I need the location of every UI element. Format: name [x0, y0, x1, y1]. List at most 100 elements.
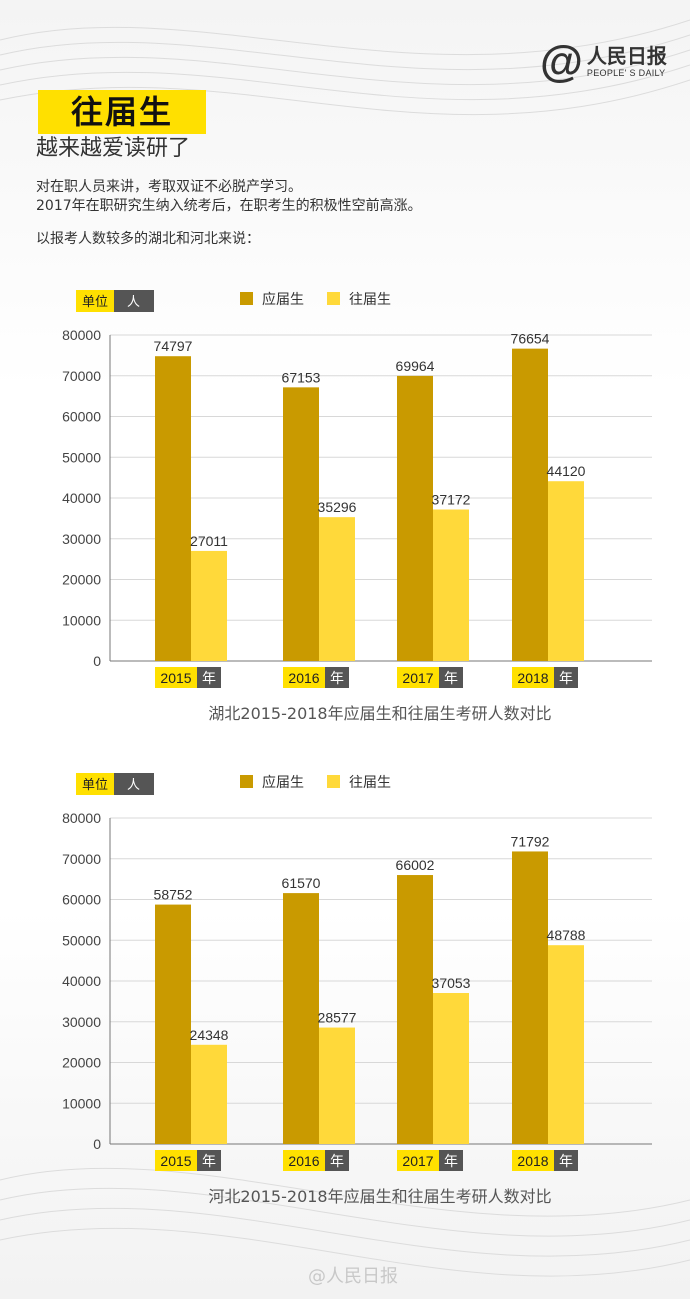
x-tick-label: 2018 — [517, 670, 548, 686]
unit-value-box — [114, 290, 154, 312]
y-tick-label: 70000 — [62, 851, 101, 867]
data-label: 44120 — [547, 463, 586, 479]
y-tick-label: 50000 — [62, 449, 101, 465]
bar-chart-svg: 单位 人 应届生 往届生 0 10000 20000 30000 40000 50000 60000… — [62, 290, 652, 723]
bar-0-0 — [155, 356, 191, 661]
legend-swatch-1 — [327, 292, 340, 305]
data-label: 74797 — [154, 338, 193, 354]
bar-0-3 — [512, 851, 548, 1144]
y-tick-label: 40000 — [62, 490, 101, 506]
year-suffix: 年 — [330, 1154, 344, 1170]
bar-1-3 — [548, 945, 584, 1144]
title-highlight — [38, 90, 206, 134]
x-tick-label: 2017 — [402, 670, 433, 686]
unit-label-box — [76, 773, 114, 795]
year-suffix-box — [554, 1150, 578, 1171]
y-tick-label: 40000 — [62, 973, 101, 989]
unit-label-box — [76, 290, 114, 312]
y-tick-label: 10000 — [62, 612, 101, 628]
data-label: 37053 — [432, 975, 471, 991]
year-label-box — [283, 1150, 325, 1171]
intro-line-3: 以报考人数较多的湖北和河北来说： — [36, 231, 260, 247]
bar-0-2 — [397, 375, 433, 661]
data-label: 76654 — [511, 331, 550, 347]
year-suffix: 年 — [444, 1154, 458, 1170]
unit-label: 单位 — [82, 778, 108, 793]
legend-label-0: 应届生 — [262, 291, 304, 308]
data-label: 48788 — [547, 927, 586, 943]
legend-label-1: 往届生 — [349, 775, 391, 791]
legend-swatch-0 — [240, 292, 253, 305]
data-label: 71792 — [511, 833, 550, 849]
bar-1-0 — [191, 1044, 227, 1144]
bar-0-3 — [512, 348, 548, 661]
year-suffix: 年 — [202, 671, 216, 687]
unit-value: 人 — [127, 295, 140, 310]
bar-0-1 — [283, 387, 319, 661]
legend-label-0: 应届生 — [262, 774, 304, 791]
year-suffix-box — [197, 667, 221, 688]
data-label: 28577 — [318, 1010, 357, 1026]
y-tick-label: 0 — [93, 1136, 101, 1152]
year-label-box — [155, 1150, 197, 1171]
intro-line-1: 对在职人员来讲，考取双证不必脱产学习。 — [36, 179, 302, 195]
y-tick-label: 10000 — [62, 1095, 101, 1111]
year-suffix-box — [197, 1150, 221, 1171]
y-tick-label: 20000 — [62, 572, 101, 588]
year-label-box — [512, 667, 554, 688]
data-label: 37172 — [432, 492, 471, 508]
y-tick-label: 20000 — [62, 1055, 101, 1071]
data-label: 24348 — [190, 1027, 229, 1043]
bar-1-1 — [319, 517, 355, 661]
year-suffix-box — [554, 667, 578, 688]
bar-0-1 — [283, 893, 319, 1144]
page-title: 往届生 — [70, 93, 173, 131]
data-label: 69964 — [396, 358, 435, 374]
y-tick-label: 70000 — [62, 368, 101, 384]
year-label-box — [397, 667, 439, 688]
y-tick-label: 0 — [93, 653, 101, 669]
chart-title: 湖北2015-2018年应届生和往届生考研人数对比 — [208, 704, 551, 723]
y-tick-label: 80000 — [62, 810, 101, 826]
brand-logo: @ 人民日报 PEOPLE' S DAILY — [540, 40, 667, 84]
year-label-box — [155, 667, 197, 688]
year-suffix: 年 — [202, 1154, 216, 1170]
legend-swatch-0 — [240, 775, 253, 788]
hubei-chart: 单位 人 应届生 往届生 0 10000 20000 30000 40000 50000 60000… — [0, 285, 690, 725]
logo-at-icon: @ — [540, 37, 583, 86]
y-tick-label: 50000 — [62, 932, 101, 948]
watermark: @人民日报 — [308, 1266, 398, 1287]
data-label: 58752 — [154, 887, 193, 903]
y-tick-label: 60000 — [62, 892, 101, 908]
bar-0-0 — [155, 904, 191, 1144]
unit-value: 人 — [127, 778, 140, 793]
bar-1-2 — [433, 993, 469, 1144]
year-suffix: 年 — [559, 1154, 573, 1170]
year-suffix-box — [325, 667, 349, 688]
data-label: 67153 — [282, 369, 321, 385]
unit-value-box — [114, 773, 154, 795]
x-tick-label: 2015 — [160, 1153, 191, 1169]
bar-1-0 — [191, 550, 227, 661]
y-tick-label: 30000 — [62, 531, 101, 547]
x-tick-label: 2018 — [517, 1153, 548, 1169]
year-suffix-box — [439, 1150, 463, 1171]
unit-label: 单位 — [82, 295, 108, 310]
x-tick-label: 2016 — [288, 1153, 319, 1169]
x-tick-label: 2017 — [402, 1153, 433, 1169]
chart-title: 河北2015-2018年应届生和往届生考研人数对比 — [208, 1187, 551, 1206]
legend-swatch-1 — [327, 775, 340, 788]
year-suffix-box — [439, 667, 463, 688]
y-tick-label: 80000 — [62, 327, 101, 343]
hebei-chart: 单位 人 应届生 往届生 0 10000 20000 30000 40000 50000 60000… — [0, 768, 690, 1213]
bar-1-3 — [548, 481, 584, 661]
y-tick-label: 30000 — [62, 1014, 101, 1030]
year-suffix: 年 — [330, 671, 344, 687]
bar-0-2 — [397, 875, 433, 1144]
year-label-box — [512, 1150, 554, 1171]
year-suffix: 年 — [444, 671, 458, 687]
data-label: 27011 — [190, 533, 228, 549]
year-suffix: 年 — [559, 671, 573, 687]
x-tick-label: 2015 — [160, 670, 191, 686]
bar-1-1 — [319, 1027, 355, 1144]
